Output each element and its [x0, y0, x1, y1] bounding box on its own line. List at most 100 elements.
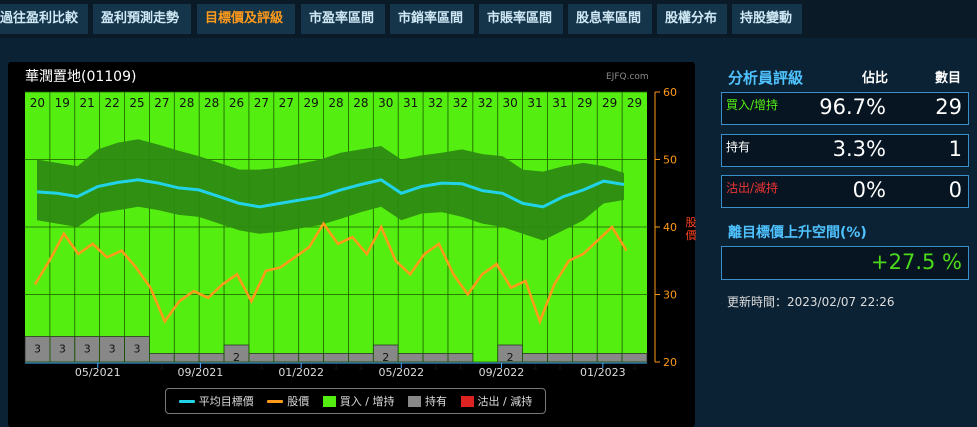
last-updated: 更新時間：2023/02/07 22:26 [727, 295, 895, 309]
rating-row-buy: 買入/增持 96.7% 29 [721, 92, 969, 125]
right-axis-tick-label: 50 [663, 154, 677, 167]
legend-label: 股價 [287, 395, 310, 408]
hold-count-label: 1 [457, 360, 464, 373]
hold-count-label: 3 [84, 343, 91, 356]
legend-swatch [460, 395, 474, 407]
x-axis-tick-label: 05/2021 [75, 366, 121, 379]
legend-label: 平均目標價 [198, 395, 254, 408]
buy-count-label: 32 [428, 96, 443, 110]
ratings-col-pct: 佔比 [862, 71, 889, 86]
right-axis-tick-label: 30 [663, 289, 677, 302]
price-line [33, 221, 628, 326]
buy-count-label: 32 [453, 96, 468, 110]
hold-count-label: 2 [507, 351, 514, 364]
legend-item-hold[interactable]: 持有 [408, 393, 447, 409]
buy-count-label: 31 [552, 96, 567, 110]
hold-count-label: 1 [606, 360, 613, 373]
buy-count-label: 27 [154, 96, 169, 110]
right-axis-tick-label: 20 [663, 356, 677, 369]
hold-count-label: 1 [407, 360, 414, 373]
tab-pe-range[interactable]: 市盈率區間 [301, 4, 385, 34]
top-tab-bar: 過往盈利比較 盈利預測走勢 目標價及評級 市盈率區間 市銷率區間 市賬率區間 股… [0, 0, 977, 38]
hold-count-label: 3 [34, 343, 41, 356]
rating-row-sell: 沽出/減持 0% 0 [721, 175, 969, 208]
rating-pct: 3.3% [832, 137, 886, 161]
right-axis-tick-label: 40 [663, 221, 677, 234]
tab-shareholding-distribution[interactable]: 股權分布 [657, 4, 727, 34]
legend-item-buy[interactable]: 買入 / 增持 [322, 393, 395, 409]
hold-count-label: 1 [183, 360, 190, 373]
tab-shareholding-change[interactable]: 持股變動 [732, 4, 802, 34]
rating-pct: 0% [852, 178, 886, 202]
hold-count-label: 3 [109, 343, 116, 356]
buy-count-label: 30 [378, 96, 393, 110]
tab-dividend-range[interactable]: 股息率區間 [568, 4, 652, 34]
hold-bar [49, 336, 76, 363]
x-axis-tick-label: 05/2022 [378, 366, 424, 379]
buy-count-label: 27 [254, 96, 269, 110]
buy-count-label: 25 [129, 96, 144, 110]
buy-count-label: 28 [204, 96, 219, 110]
buy-count-label: 28 [353, 96, 368, 110]
right-axis-title-char: 價 [686, 228, 697, 242]
legend-item-price[interactable]: 股價 [267, 393, 309, 409]
hold-count-label: 1 [432, 360, 439, 373]
buy-count-label: 28 [179, 96, 194, 110]
buy-count-label: 29 [303, 96, 318, 110]
legend-item-avg-target[interactable]: 平均目標價 [178, 393, 254, 409]
tab-earnings-forecast[interactable]: 盈利預測走勢 [93, 4, 191, 34]
ratings-col-count: 數目 [935, 71, 962, 86]
legend-swatch [408, 395, 421, 407]
chart-legend: 平均目標價 股價 買入 / 增持 持有 沽出 / 減持 [165, 388, 546, 414]
buy-count-label: 29 [602, 96, 617, 110]
hold-count-label: 1 [532, 360, 539, 373]
hold-count-label: 1 [556, 360, 563, 373]
hold-count-label: 1 [158, 360, 165, 373]
right-axis-title-char: 股 [686, 216, 697, 229]
rating-label: 持有 [726, 140, 751, 154]
buy-count-label: 28 [328, 96, 343, 110]
legend-label: 持有 [425, 395, 447, 408]
legend-swatch [178, 399, 195, 403]
buy-count-label: 27 [279, 96, 294, 110]
hold-count-label: 1 [283, 360, 290, 373]
rating-count: 0 [948, 178, 962, 202]
hold-count-label: 1 [357, 360, 364, 373]
chart-title: 華潤置地(01109) [25, 69, 137, 85]
hold-count-label: 3 [133, 343, 140, 356]
hold-count-label: 2 [233, 351, 240, 364]
upside-box: +27.5 % [721, 246, 969, 280]
buy-count-label: 29 [577, 96, 592, 110]
tab-pb-range[interactable]: 市賬率區間 [479, 4, 563, 34]
hold-count-label: 1 [308, 360, 315, 373]
rating-count: 29 [935, 95, 962, 119]
rating-row-hold: 持有 3.3% 1 [721, 134, 969, 167]
rating-pct: 96.7% [819, 95, 886, 119]
buy-count-label: 22 [104, 96, 119, 110]
x-axis-tick-label: 01/2022 [278, 366, 324, 379]
tab-past-earnings[interactable]: 過往盈利比較 [0, 4, 88, 34]
tab-target-price-rating[interactable]: 目標價及評級 [197, 4, 295, 34]
upside-value: +27.5 % [871, 250, 962, 274]
legend-label: 沽出 / 減持 [477, 395, 533, 408]
legend-label: 買入 / 增持 [339, 395, 395, 408]
tab-ps-range[interactable]: 市銷率區間 [390, 4, 474, 34]
buy-count-label: 29 [627, 96, 642, 110]
rating-count: 1 [948, 137, 962, 161]
buy-count-label: 31 [403, 96, 418, 110]
upside-title: 離目標價上升空間(%) [728, 225, 867, 241]
avg-target-line [36, 178, 625, 209]
x-axis-tick-label: 09/2021 [178, 366, 224, 379]
buy-count-label: 31 [527, 96, 542, 110]
rating-label: 沽出/減持 [726, 181, 779, 195]
rating-label: 買入/增持 [726, 98, 779, 112]
hold-count-label: 1 [208, 360, 215, 373]
hold-count-label: 3 [59, 343, 66, 356]
buy-count-label: 21 [80, 96, 95, 110]
legend-item-sell[interactable]: 沽出 / 減持 [460, 393, 533, 409]
buy-count-label: 20 [30, 96, 45, 110]
right-axis-tick-label: 60 [663, 86, 677, 99]
buy-count-label: 32 [478, 96, 493, 110]
x-axis-tick-label: 09/2022 [479, 366, 525, 379]
